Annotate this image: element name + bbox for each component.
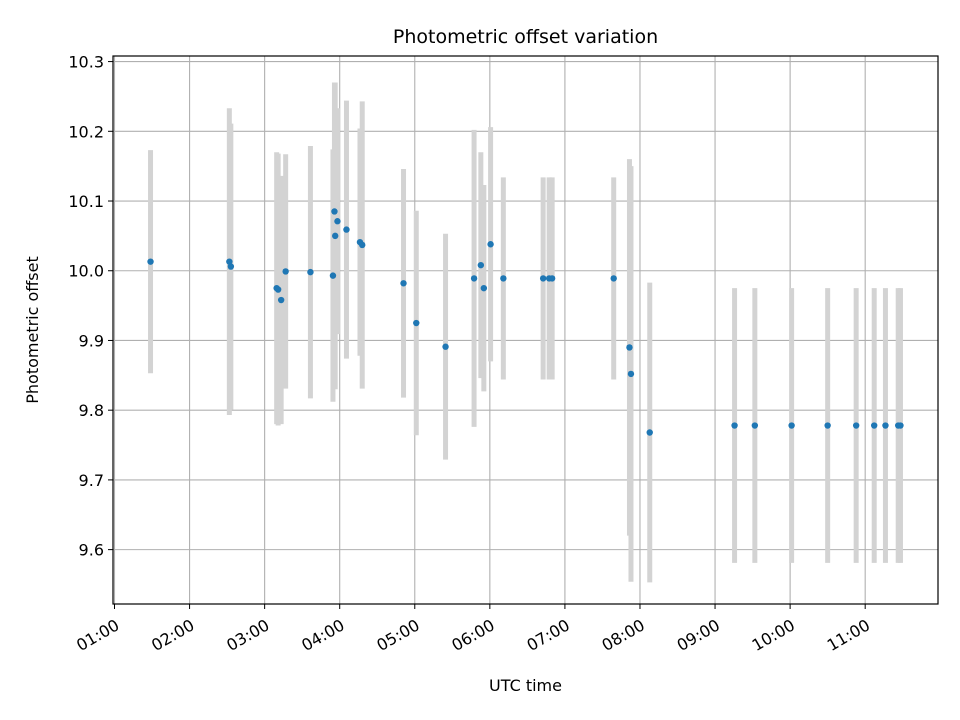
data-point <box>731 422 738 429</box>
data-point <box>852 422 860 429</box>
data-point <box>610 275 617 282</box>
data-point <box>870 422 878 429</box>
y-axis-title: Photometric offset <box>23 256 42 404</box>
y-tick-label: 10.3 <box>68 53 104 72</box>
data-point <box>282 268 289 275</box>
y-axis-ticks: 9.6 9.7 9.8 9.9 10.0 10.1 10.2 10.3 <box>68 53 113 560</box>
data-point <box>824 422 831 429</box>
data-point <box>329 272 337 279</box>
data-point <box>882 422 889 429</box>
data-point <box>477 261 485 269</box>
data-point <box>400 280 407 287</box>
data-point <box>500 275 507 282</box>
y-tick-label: 9.9 <box>79 331 104 350</box>
data-points <box>147 208 904 436</box>
y-tick-label: 9.7 <box>79 471 104 490</box>
y-tick-label: 9.8 <box>79 401 104 420</box>
y-tick-label: 10.0 <box>68 262 104 281</box>
data-point <box>470 275 478 282</box>
data-point <box>331 208 338 215</box>
data-point <box>226 258 233 265</box>
data-point <box>626 344 633 351</box>
data-point <box>274 286 282 293</box>
y-tick-label: 9.6 <box>79 541 104 560</box>
y-tick-label: 10.1 <box>68 192 104 211</box>
chart-title: Photometric offset variation <box>393 26 658 48</box>
data-point <box>227 263 235 270</box>
data-point <box>539 275 547 282</box>
data-point <box>442 343 449 350</box>
x-axis-title: UTC time <box>489 676 562 695</box>
data-point <box>359 241 366 249</box>
data-point <box>788 422 795 429</box>
data-point <box>487 241 494 248</box>
data-point <box>413 319 420 327</box>
data-point <box>897 422 904 429</box>
data-point <box>480 284 488 292</box>
y-tick-label: 10.2 <box>68 122 104 141</box>
data-point <box>334 218 341 225</box>
data-point <box>343 226 350 233</box>
data-point <box>147 258 154 265</box>
data-point <box>307 268 314 276</box>
data-point <box>751 422 759 429</box>
plot-frame <box>112 55 939 605</box>
data-point <box>277 296 285 304</box>
data-point <box>548 275 556 282</box>
data-point <box>332 232 339 240</box>
data-point <box>646 429 653 436</box>
data-point <box>627 370 635 378</box>
